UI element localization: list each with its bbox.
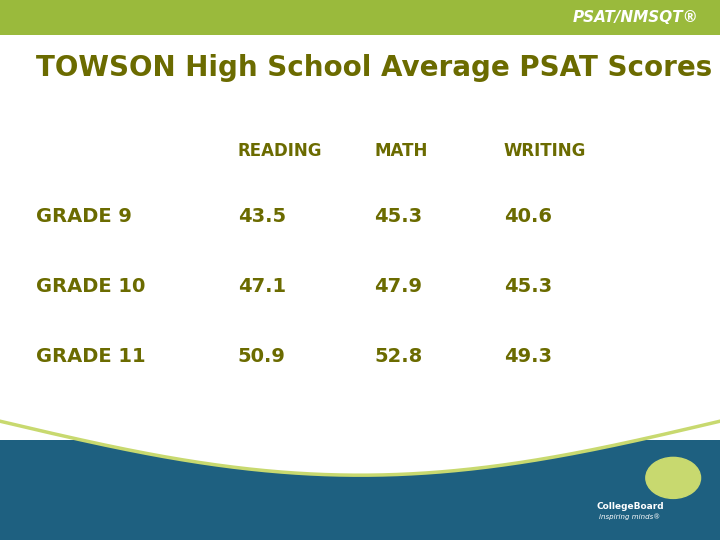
Text: 45.3: 45.3 [504,276,552,296]
Text: MATH: MATH [374,142,428,160]
Bar [0,440,720,540]
Text: 43.5: 43.5 [238,206,286,226]
Text: READING: READING [238,142,322,160]
Text: GRADE 9: GRADE 9 [36,206,132,226]
Text: 50.9: 50.9 [238,347,285,366]
Circle shape [646,457,701,498]
Text: TOWSON High School Average PSAT Scores: TOWSON High School Average PSAT Scores [36,53,712,82]
Text: WRITING: WRITING [504,142,586,160]
Text: inspiring minds®: inspiring minds® [599,513,661,519]
Text: GRADE 10: GRADE 10 [36,276,145,296]
Text: CollegeBoard: CollegeBoard [596,502,664,511]
Polygon shape [0,0,720,475]
Text: PSAT/NMSQT®: PSAT/NMSQT® [572,10,698,25]
Text: GRADE 11: GRADE 11 [36,347,145,366]
Text: 49.3: 49.3 [504,347,552,366]
Text: 52.8: 52.8 [374,347,423,366]
Text: 47.9: 47.9 [374,276,423,296]
Bar [0,0,720,35]
Text: 45.3: 45.3 [374,206,423,226]
Text: 40.6: 40.6 [504,206,552,226]
Text: 47.1: 47.1 [238,276,286,296]
